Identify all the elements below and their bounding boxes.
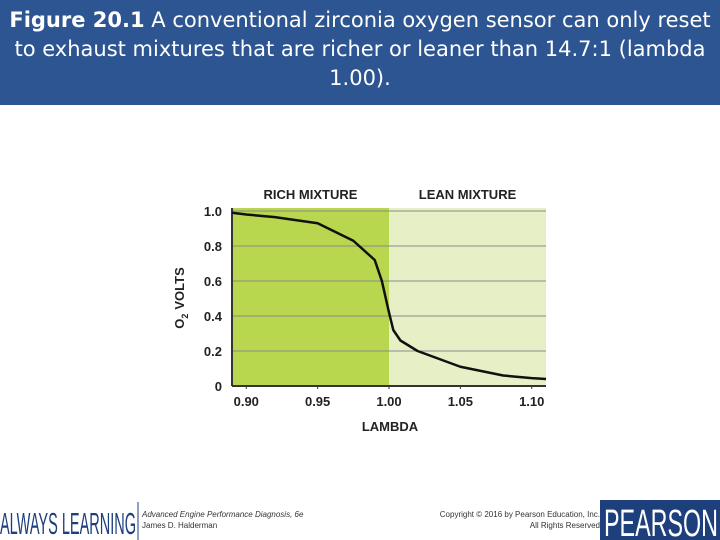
x-tick-label: 1.00	[376, 394, 401, 409]
rights: All Rights Reserved	[530, 521, 600, 530]
y-label-sub: 2	[180, 314, 190, 319]
logo: PEARSON	[604, 503, 718, 540]
y-label-rest: VOLTS	[172, 267, 187, 310]
x-tick-label: 1.05	[448, 394, 473, 409]
region-label: RICH MIXTURE	[264, 187, 358, 202]
logo-box	[600, 500, 720, 540]
copyright: Copyright © 2016 by Pearson Education, I…	[440, 510, 600, 519]
book-title: Advanced Engine Performance Diagnosis, 6…	[141, 510, 304, 519]
y-tick-label: 1.0	[204, 204, 222, 219]
y-axis-label: O2 VOLTS	[172, 267, 190, 329]
curve	[231, 211, 547, 381]
y-label-o: O	[172, 319, 187, 329]
y-tick-label: 0.8	[204, 239, 222, 254]
region	[232, 208, 389, 386]
x-tick-label: 0.95	[305, 394, 330, 409]
y-tick-label: 0.2	[204, 344, 222, 359]
caption: A conventional zirconia oxygen sensor ca…	[14, 8, 711, 90]
header: Figure 20.1 A conventional zirconia oxyg…	[0, 0, 720, 105]
region	[389, 208, 546, 386]
plot: RICH MIXTURE LEAN MIXTURE 0 0.2 0.4 0.6 0.8 1.0…	[204, 187, 547, 409]
x-tick-label: 1.10	[519, 394, 544, 409]
x-tick-label: 0.90	[234, 394, 259, 409]
author: James D. Halderman	[142, 521, 217, 530]
brand: ALWAYS LEARNING	[0, 506, 136, 540]
y-tick-label: 0.6	[204, 274, 222, 289]
figure-number: Figure 20.1	[9, 8, 145, 32]
y-tick-label: 0.4	[204, 309, 223, 324]
region-label: LEAN MIXTURE	[419, 187, 517, 202]
x-axis-label: LAMBDA	[362, 419, 419, 434]
y-tick-label: 0	[215, 379, 222, 394]
